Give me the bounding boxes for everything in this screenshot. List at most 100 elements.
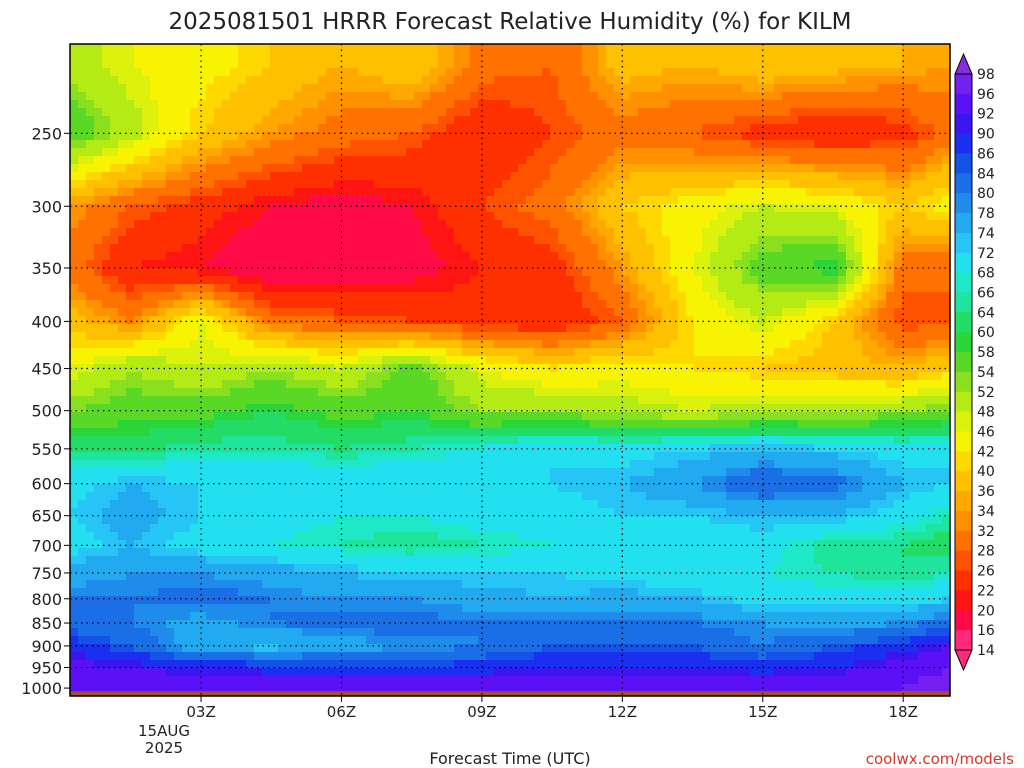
heat-cell — [566, 348, 575, 357]
heat-cell — [758, 356, 767, 365]
heat-cell — [382, 364, 391, 373]
heat-cell — [670, 332, 679, 341]
heat-cell — [302, 292, 311, 301]
heat-cell — [742, 124, 751, 133]
heat-cell — [318, 60, 327, 69]
heat-cell — [630, 348, 639, 357]
heat-cell — [302, 324, 311, 333]
heat-cell — [246, 116, 255, 125]
heat-cell — [942, 388, 950, 397]
heat-cell — [358, 68, 367, 77]
heat-cell — [934, 276, 943, 285]
heat-cell — [334, 60, 343, 69]
heat-cell — [430, 92, 439, 101]
heat-cell — [438, 292, 447, 301]
heat-cell — [630, 44, 639, 53]
heat-cell — [374, 164, 383, 173]
heat-cell — [710, 108, 719, 117]
heat-cell — [166, 164, 175, 173]
heat-cell — [166, 204, 175, 213]
heat-cell — [774, 148, 783, 157]
heat-cell — [70, 196, 79, 205]
heat-cell — [470, 84, 479, 93]
heat-cell — [654, 388, 663, 397]
heat-cell — [934, 372, 943, 381]
heat-cell — [886, 308, 895, 317]
heat-cell — [550, 76, 559, 85]
heat-cell — [118, 52, 127, 61]
heat-cell — [94, 340, 103, 349]
heat-cell — [662, 108, 671, 117]
heat-cell — [902, 324, 911, 333]
heat-cell — [822, 44, 831, 53]
heat-cell — [350, 196, 359, 205]
heat-cell — [510, 220, 519, 229]
heat-cell — [566, 252, 575, 261]
heat-cell — [814, 148, 823, 157]
heat-cell — [806, 308, 815, 317]
heat-cell — [654, 364, 663, 373]
heat-cell — [534, 164, 543, 173]
heat-cell — [206, 188, 215, 197]
heat-cell — [494, 316, 503, 325]
heat-cell — [430, 396, 439, 405]
heat-cell — [702, 116, 711, 125]
heat-cell — [710, 284, 719, 293]
heat-cell — [678, 276, 687, 285]
heat-cell — [470, 252, 479, 261]
heat-cell — [422, 84, 431, 93]
heat-cell — [830, 164, 839, 173]
heat-cell — [350, 76, 359, 85]
heat-cell — [710, 388, 719, 397]
heat-cell — [614, 324, 623, 333]
heat-cell — [718, 116, 727, 125]
heat-cell — [102, 196, 111, 205]
heat-cell — [806, 292, 815, 301]
heat-cell — [374, 156, 383, 165]
heat-cell — [326, 324, 335, 333]
heat-cell — [502, 220, 511, 229]
heat-cell — [270, 324, 279, 333]
heat-cell — [638, 316, 647, 325]
heat-cell — [454, 164, 463, 173]
heat-cell — [230, 236, 239, 245]
heat-cell — [758, 252, 767, 261]
heat-cell — [942, 196, 950, 205]
heat-cell — [654, 100, 663, 109]
heat-cell — [142, 124, 151, 133]
heat-cell — [814, 140, 823, 149]
heat-cell — [206, 332, 215, 341]
heat-cell — [158, 316, 167, 325]
heat-cell — [294, 308, 303, 317]
heat-cell — [766, 372, 775, 381]
heat-cell — [726, 164, 735, 173]
heat-cell — [286, 348, 295, 357]
heat-cell — [830, 212, 839, 221]
heat-cell — [278, 308, 287, 317]
heat-cell — [334, 76, 343, 85]
heat-cell — [126, 380, 135, 389]
heat-cell — [838, 148, 847, 157]
heat-cell — [254, 268, 263, 277]
heat-cell — [270, 260, 279, 269]
heat-cell — [430, 68, 439, 77]
heat-cell — [934, 84, 943, 93]
heat-cell — [774, 292, 783, 301]
heat-cell — [870, 60, 879, 69]
heat-cell — [614, 212, 623, 221]
heat-cell — [414, 204, 423, 213]
heat-cell — [494, 156, 503, 165]
heat-cell — [150, 268, 159, 277]
heat-cell — [214, 204, 223, 213]
heat-cell — [518, 220, 527, 229]
heat-cell — [582, 284, 591, 293]
heat-cell — [246, 404, 255, 413]
heat-cell — [390, 300, 399, 309]
heat-cell — [622, 260, 631, 269]
heat-cell — [670, 180, 679, 189]
heat-cell — [278, 332, 287, 341]
heat-cell — [750, 316, 759, 325]
heat-cell — [830, 84, 839, 93]
heat-cell — [430, 124, 439, 133]
heat-cell — [302, 228, 311, 237]
